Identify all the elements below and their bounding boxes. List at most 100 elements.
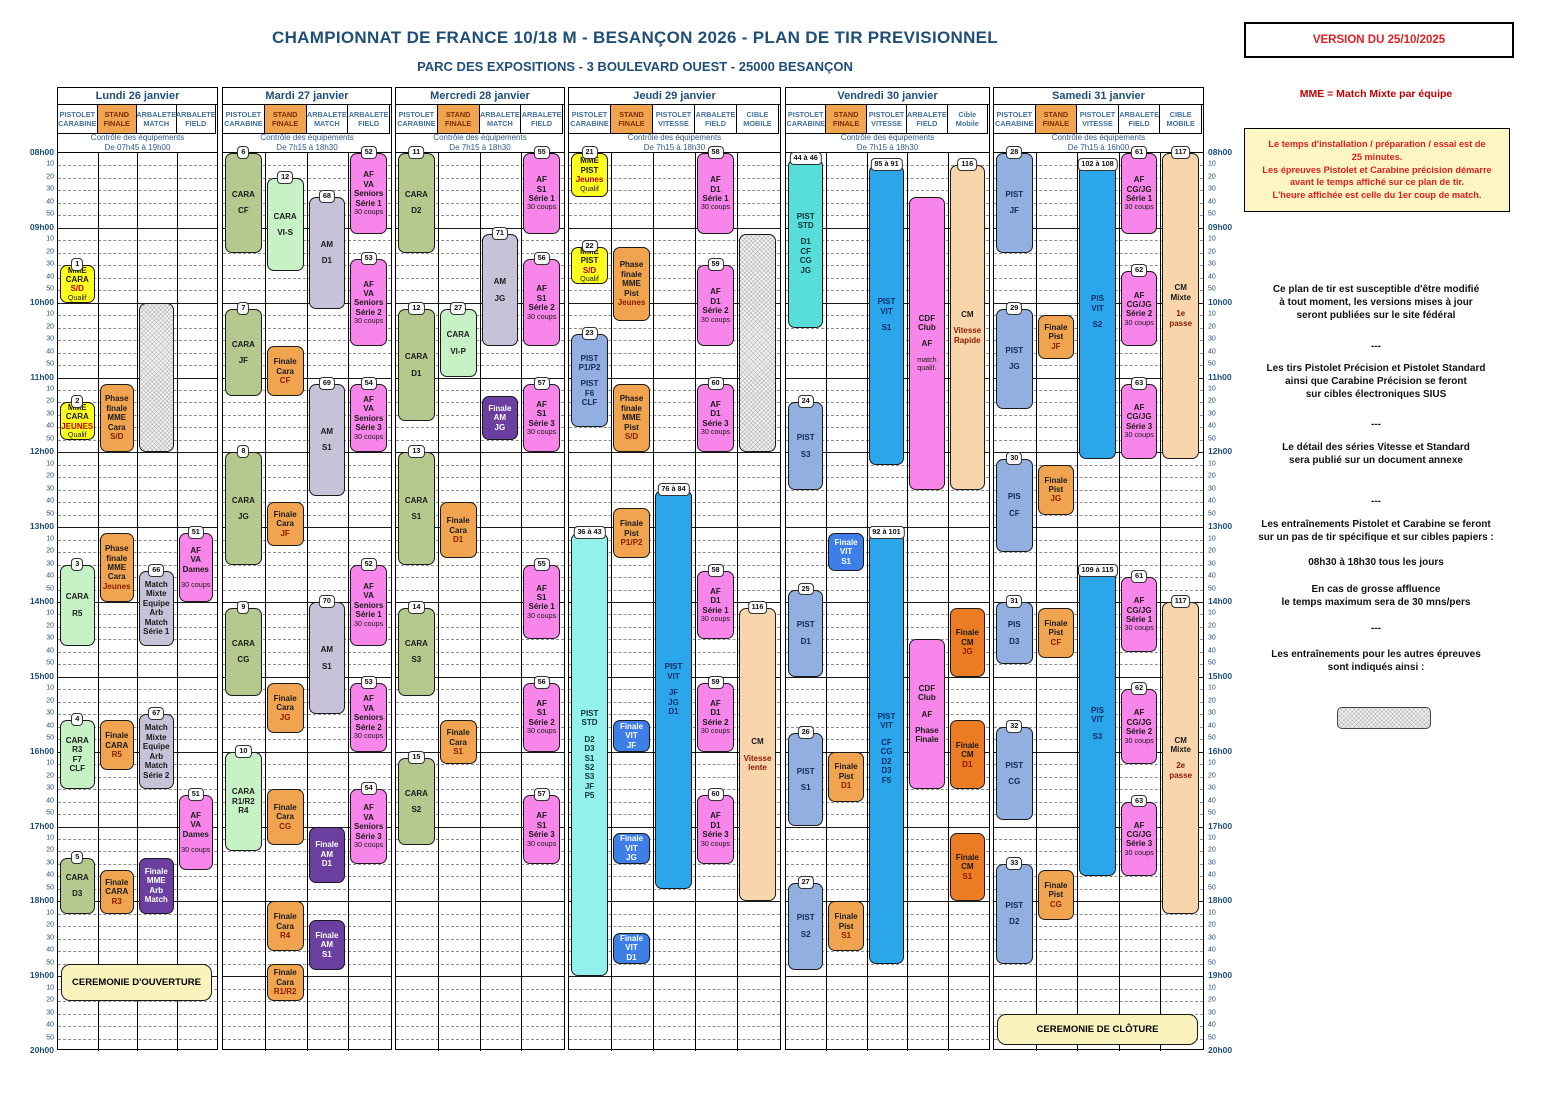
block-label-line: Seniors — [353, 189, 384, 199]
schedule-block: AF D1 Série 2 30 coups — [697, 265, 734, 347]
block-label-line: S3 — [584, 772, 595, 782]
time-label: 40 — [46, 722, 54, 730]
time-label: 50 — [1208, 884, 1216, 892]
time-label: 30 — [46, 934, 54, 942]
block-label-line: S1 — [536, 593, 547, 603]
schedule-block: CARA R5 — [60, 564, 95, 646]
schedule-block: Finale MME Arb Match — [139, 857, 174, 914]
block-label-line: S1 — [411, 511, 422, 521]
block-label-line: PIST — [580, 379, 599, 389]
time-label: 50 — [1208, 285, 1216, 293]
column-header-stand-finale: STAND FINALE — [97, 105, 137, 134]
column-header-pistolet-vitesse: PISTOLET VITESSE — [653, 105, 695, 134]
column-header-pistolet-vitesse: PISTOLET VITESSE — [866, 105, 908, 134]
time-label: 20 — [1208, 921, 1216, 929]
block-label-line: CG/JG — [1126, 412, 1152, 422]
block-label-line: D1 — [710, 296, 721, 306]
schedule-block: PIS VIT S2 — [1079, 165, 1116, 459]
block-label-line: R5 — [72, 608, 83, 618]
schedule-block: PIST D2 — [996, 863, 1033, 964]
time-label: 10 — [1208, 310, 1216, 318]
grid-line — [786, 464, 989, 466]
block-label-line: Phase — [619, 394, 644, 404]
block-label-line: S1 — [321, 661, 332, 671]
block-label-line: S/D — [110, 432, 124, 442]
time-label: 50 — [46, 1034, 54, 1042]
block-label-line: JG — [494, 293, 506, 303]
schedule-block: AF D1 Série 2 30 coups — [697, 683, 734, 752]
block-label-line: CARA — [231, 787, 255, 797]
day-panel-1: Lundi 26 janvier PISTOLET CARABINE STAND F… — [57, 87, 218, 1051]
block-label-line: VIT — [667, 671, 680, 681]
session-badge: 3 — [71, 557, 84, 571]
time-label: 12h00 — [1208, 446, 1233, 457]
block-label-line: R1/R2 — [232, 796, 255, 806]
time-label: 40 — [1208, 497, 1216, 505]
block-label-line: Jeunes — [575, 175, 604, 185]
time-label: 20 — [46, 547, 54, 555]
day-title: Mercredi 28 janvier — [396, 88, 564, 105]
day-panel-4: Jeudi 29 janvier PISTOLET CARABINE STAND F… — [568, 87, 781, 1051]
block-label-line: 30 coups — [700, 426, 731, 436]
time-label: 40 — [1208, 348, 1216, 356]
session-badge: 6 — [237, 146, 250, 159]
block-label-line: PIST — [580, 353, 599, 363]
block-label-line: CF — [881, 737, 892, 747]
block-label-line: Finale — [273, 802, 297, 812]
block-label-line: CARA — [404, 638, 428, 648]
block-label-line: Finale — [488, 403, 512, 413]
schedule-block: Finale VIT JG — [613, 832, 650, 864]
block-label-line: qualif. — [917, 363, 937, 373]
time-label: 40 — [1208, 946, 1216, 954]
time-label: 10 — [46, 385, 54, 393]
time-label: 40 — [46, 572, 54, 580]
block-label-line: Qualif — [67, 292, 87, 302]
schedule-block: Finale CARA R5 — [99, 720, 134, 771]
time-label: 20 — [1208, 772, 1216, 780]
block-label-line: PIS — [1091, 705, 1104, 715]
time-label: 20 — [1208, 323, 1216, 331]
block-label-line: Arb — [149, 751, 164, 761]
block-label-line: finale — [621, 403, 642, 413]
block-label-line: AF — [363, 581, 374, 591]
time-label: 40 — [1208, 871, 1216, 879]
column-divider — [907, 153, 909, 1051]
grid-line — [569, 190, 780, 192]
control-line2: De 7h15 à 18h30 — [856, 143, 919, 152]
time-label: 14h00 — [1208, 596, 1233, 606]
block-label-line: JG — [668, 697, 679, 707]
schedule-block: Finale CM D1 — [949, 720, 985, 790]
time-label: 30 — [1208, 859, 1216, 867]
block-label-line: Seniors — [353, 600, 384, 610]
block-label-line: AF — [536, 583, 547, 593]
block-label-line: Pist — [624, 422, 639, 432]
block-label-line: 30 coups — [527, 838, 557, 848]
session-badge: 52 — [360, 146, 377, 159]
time-label: 40 — [1208, 572, 1216, 580]
time-label: 30 — [46, 410, 54, 418]
control-line1: Contrôle des équipements — [627, 133, 722, 142]
session-badge: 59 — [707, 258, 724, 272]
block-label-line: Série 3 — [702, 830, 729, 840]
block-label-line: Finale — [446, 728, 470, 738]
control-line1: Contrôle des équipements — [433, 133, 527, 142]
block-label-line: CARA — [231, 638, 255, 648]
block-label-line: Cara — [276, 921, 295, 931]
column-divider — [611, 153, 612, 1051]
note-paragraph: Ce plan de tir est susceptible d'être mo… — [1272, 284, 1480, 322]
grid-line — [786, 477, 989, 479]
session-badge: 61 — [1131, 146, 1148, 159]
grid-line — [569, 290, 780, 292]
block-label-line: VI-P — [450, 346, 466, 356]
block-label-line: CG/JG — [1126, 299, 1152, 309]
schedule-block: AF VA Seniors Série 3 30 coups — [350, 789, 387, 864]
block-label-line: AM — [320, 940, 334, 950]
grid-line — [786, 1038, 989, 1040]
block-label-line: S2 — [1092, 320, 1103, 330]
block-label-line: CG/JG — [1126, 830, 1152, 839]
column-divider — [479, 153, 481, 1051]
block-label-line: S1 — [536, 820, 547, 830]
session-badge: 53 — [360, 252, 377, 265]
schedule-block: AF CG/JG Série 3 30 coups — [1120, 383, 1158, 459]
schedule-block: CARA JF — [225, 308, 262, 397]
